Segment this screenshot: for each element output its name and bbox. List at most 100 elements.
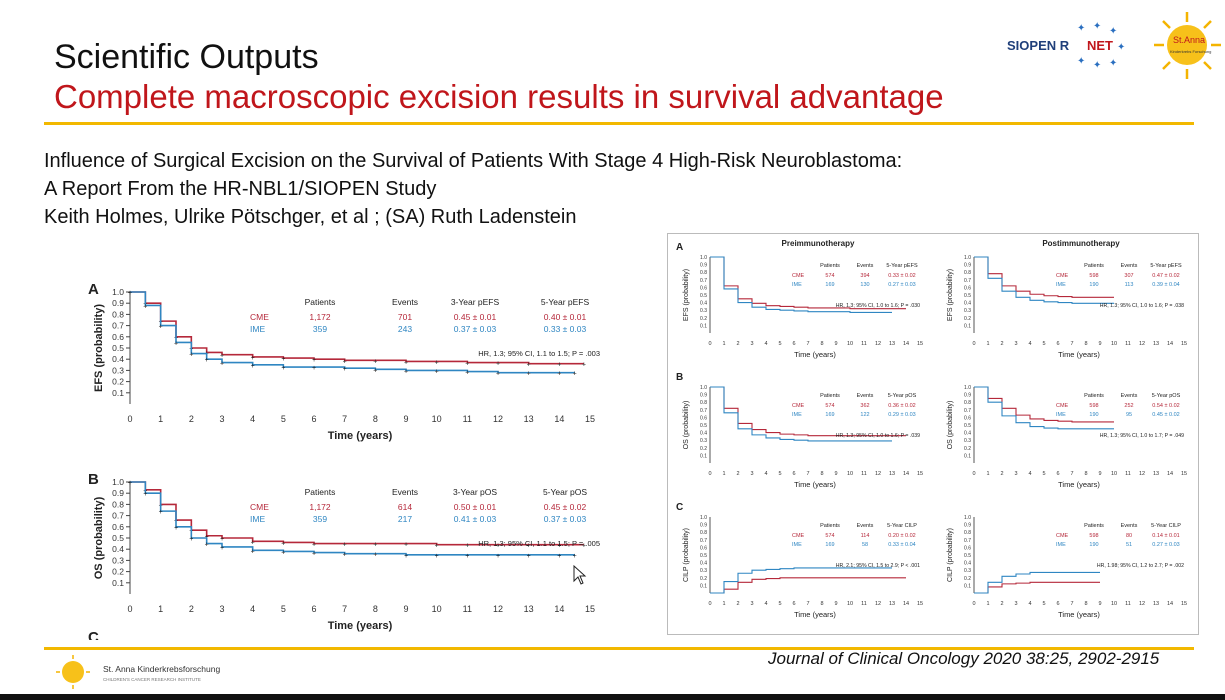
small-x-tick: 11 <box>1125 471 1131 477</box>
small-y-tick: 0.7 <box>964 278 971 284</box>
x-tick-label: 11 <box>463 414 472 424</box>
censor-mark: + <box>343 542 347 549</box>
small-series-ime <box>974 386 1114 430</box>
mouse-cursor-icon <box>573 565 587 585</box>
censor-mark: + <box>527 553 531 560</box>
small-x-tick: 15 <box>917 471 923 477</box>
censor-mark: + <box>557 543 561 550</box>
row-label: B <box>676 372 683 383</box>
small-y-tick: 0.4 <box>964 431 971 437</box>
small-x-tick: 10 <box>1111 341 1117 347</box>
x-tick-label: 3 <box>219 604 224 614</box>
small-series-ime <box>710 386 892 442</box>
row-label: A <box>676 242 683 253</box>
panel-label-c-partial: C <box>88 629 99 640</box>
small-y-tick: 0.4 <box>964 301 971 307</box>
small-series-cme <box>974 386 1114 423</box>
small-x-tick: 15 <box>917 601 923 607</box>
y-tick-label: 0.8 <box>112 499 124 509</box>
censor-mark: + <box>343 552 347 559</box>
y-tick-label: 1.0 <box>112 287 124 297</box>
censor-mark: + <box>404 368 408 375</box>
series-line-cme <box>130 481 584 546</box>
small-x-tick: 14 <box>1167 471 1173 477</box>
x-tick-label: 5 <box>281 414 286 424</box>
small-table-cell: 114 <box>861 533 870 539</box>
small-x-tick: 9 <box>1098 471 1101 477</box>
small-x-tick: 12 <box>1139 471 1145 477</box>
small-table-header: 5-Year CILP <box>887 523 917 529</box>
small-x-tick: 5 <box>1042 341 1045 347</box>
small-x-tick: 3 <box>1014 341 1017 347</box>
small-x-tick: 1 <box>986 471 989 477</box>
small-x-tick: 4 <box>764 341 767 347</box>
small-y-tick: 0.2 <box>964 316 971 322</box>
small-y-tick: 0.4 <box>700 561 707 567</box>
small-y-tick: 0.9 <box>964 263 971 269</box>
table-header: 5-Year pEFS <box>541 297 590 307</box>
footer-stanna-logo: St. Anna Kinderkrebsforschung CHILDREN'S… <box>56 655 220 689</box>
small-y-tick: 1.0 <box>964 385 971 391</box>
small-x-tick: 4 <box>1028 601 1031 607</box>
slide-title: Scientific Outputs <box>54 38 319 76</box>
table-cell: 359 <box>313 514 327 524</box>
small-y-tick: 0.2 <box>700 316 707 322</box>
x-tick-label: 14 <box>554 414 564 424</box>
slide-subtitle: Complete macroscopic excision results in… <box>54 78 944 115</box>
small-table-header: Events <box>857 523 874 529</box>
censor-mark: + <box>404 542 408 549</box>
y-axis-label: OS (probability) <box>93 496 105 579</box>
series-line-ime <box>130 481 575 556</box>
x-tick-label: 9 <box>403 414 408 424</box>
censor-mark: + <box>174 525 178 532</box>
small-km-b-pre: OS (probability) 0.10.2 0.30.4 0.5 0.60.7 0.8… <box>683 385 923 489</box>
hazard-ratio-note: HR, 1.3; 95% CI, 1.1 to 1.5; P = .003 <box>478 349 600 358</box>
small-hazard-note: HR, 1.3; 95% CI, 1.0 to 1.6; P = .030 <box>836 303 920 309</box>
footer-logo-name: St. Anna Kinderkrebsforschung <box>103 664 220 674</box>
censor-mark: + <box>312 542 316 549</box>
small-x-tick: 14 <box>1167 601 1173 607</box>
table-cell: 0.37 ± 0.03 <box>454 324 497 334</box>
small-hazard-note: HR, 1.98; 95% CI, 1.2 to 2.7; P = .002 <box>1097 563 1184 569</box>
siopen-text: SIOPEN R <box>1007 38 1070 53</box>
small-x-tick: 8 <box>820 471 823 477</box>
small-y-tick: 0.9 <box>964 393 971 399</box>
small-y-tick: 0.3 <box>964 568 971 574</box>
small-table-cell: 0.27 ± 0.03 <box>1152 542 1179 548</box>
x-tick-label: 13 <box>524 604 534 614</box>
censor-mark: + <box>143 303 147 310</box>
small-y-tick: 0.9 <box>700 263 707 269</box>
small-x-axis-label: Time (years) <box>1058 480 1100 489</box>
small-series-ime <box>974 256 1114 304</box>
table-row-label: CME <box>250 502 269 512</box>
x-tick-label: 0 <box>127 604 132 614</box>
small-y-tick: 0.1 <box>700 583 707 589</box>
km-chart-b: B OS (probability) 0.10.2 0.30.40.50.60.7 0.… <box>88 471 600 632</box>
small-y-tick: 0.8 <box>700 270 707 276</box>
small-table-header: Events <box>1121 393 1138 399</box>
small-x-axis-label: Time (years) <box>794 480 836 489</box>
small-table-cell: 252 <box>1124 403 1133 409</box>
small-table-header: Patients <box>820 263 840 269</box>
small-table-cell: 80 <box>1126 533 1132 539</box>
small-table-cell: 307 <box>1124 273 1133 279</box>
x-tick-label: 12 <box>493 414 503 424</box>
small-y-tick: 0.5 <box>700 293 707 299</box>
small-x-axis-label: Time (years) <box>1058 610 1100 619</box>
x-tick-label: 5 <box>281 604 286 614</box>
small-y-tick: 0.8 <box>964 400 971 406</box>
small-x-tick: 14 <box>903 601 909 607</box>
small-x-tick: 8 <box>820 341 823 347</box>
small-x-tick: 1 <box>722 341 725 347</box>
censor-mark: + <box>128 290 132 297</box>
small-x-tick: 2 <box>1000 601 1003 607</box>
small-hazard-note: HR, 1.3; 95% CI, 1.0 to 1.6; P = .038 <box>1100 303 1184 309</box>
table-cell: 614 <box>398 502 412 512</box>
small-table-label: IME <box>1056 542 1066 548</box>
svg-text:✦: ✦ <box>1093 60 1101 70</box>
small-y-axis-label: OS (probability) <box>947 401 954 450</box>
small-y-tick: 0.6 <box>700 415 707 421</box>
x-tick-label: 7 <box>342 604 347 614</box>
small-y-tick: 0.9 <box>700 393 707 399</box>
